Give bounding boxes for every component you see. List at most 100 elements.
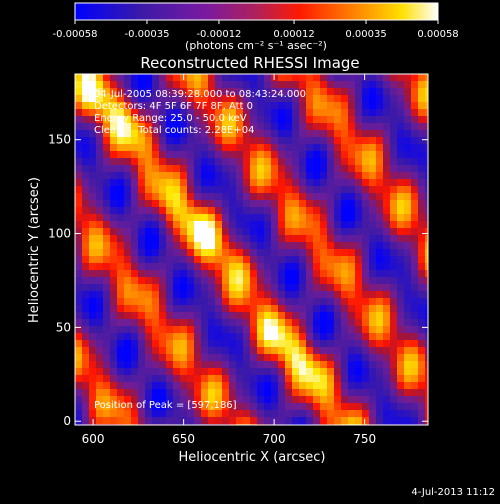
heatmap-cell — [152, 74, 160, 82]
heatmap-cell — [383, 347, 391, 355]
heatmap-cell — [271, 284, 279, 292]
heatmap-cell — [369, 340, 377, 348]
heatmap-cell — [271, 333, 279, 341]
heatmap-cell — [313, 319, 321, 327]
heatmap-cell — [404, 221, 412, 229]
heatmap-cell — [124, 193, 132, 201]
heatmap-cell — [194, 256, 202, 264]
heatmap-cell — [355, 249, 363, 257]
heatmap-cell — [257, 193, 265, 201]
heatmap-cell — [341, 74, 349, 82]
heatmap-cell — [243, 235, 251, 243]
heatmap-cell — [194, 74, 202, 82]
heatmap-cell — [278, 354, 286, 362]
heatmap-cell — [390, 312, 398, 320]
heatmap-cell — [369, 326, 377, 334]
heatmap-cell — [355, 228, 363, 236]
heatmap-cell — [334, 382, 342, 390]
heatmap-cell — [82, 354, 90, 362]
heatmap-cell — [236, 319, 244, 327]
heatmap-cell — [341, 312, 349, 320]
heatmap-cell — [411, 130, 419, 138]
heatmap-cell — [75, 277, 83, 285]
heatmap-cell — [313, 312, 321, 320]
heatmap-cell — [215, 389, 223, 397]
heatmap-cell — [390, 137, 398, 145]
heatmap-cell — [236, 116, 244, 124]
heatmap-cell — [334, 158, 342, 166]
heatmap-cell — [152, 116, 160, 124]
heatmap-cell — [313, 221, 321, 229]
heatmap-cell — [159, 263, 167, 271]
heatmap-cell — [376, 277, 384, 285]
heatmap-cell — [376, 95, 384, 103]
heatmap-cell — [376, 186, 384, 194]
heatmap-cell — [187, 228, 195, 236]
heatmap-cell — [89, 123, 97, 131]
heatmap-cell — [411, 312, 419, 320]
heatmap-cell — [194, 137, 202, 145]
heatmap-cell — [166, 361, 174, 369]
heatmap-cell — [236, 284, 244, 292]
heatmap-cell — [355, 88, 363, 96]
heatmap-cell — [306, 179, 314, 187]
heatmap-cell — [411, 102, 419, 110]
heatmap-cell — [215, 200, 223, 208]
heatmap-cell — [397, 193, 405, 201]
heatmap-cell — [264, 242, 272, 250]
heatmap-cell — [299, 403, 307, 411]
heatmap-cell — [131, 235, 139, 243]
heatmap-cell — [124, 319, 132, 327]
heatmap-cell — [117, 340, 125, 348]
heatmap-cell — [145, 389, 153, 397]
heatmap-cell — [383, 214, 391, 222]
heatmap-cell — [257, 277, 265, 285]
heatmap-cell — [390, 151, 398, 159]
heatmap-cell — [222, 179, 230, 187]
heatmap-cell — [278, 193, 286, 201]
heatmap-cell — [187, 123, 195, 131]
heatmap-cell — [201, 186, 209, 194]
heatmap-cell — [418, 193, 426, 201]
heatmap-cell — [236, 81, 244, 89]
heatmap-cell — [138, 375, 146, 383]
heatmap-cell — [306, 74, 314, 82]
heatmap-cell — [425, 396, 428, 404]
heatmap-cell — [89, 172, 97, 180]
heatmap-cell — [89, 249, 97, 257]
heatmap-cell — [425, 102, 428, 110]
heatmap-cell — [110, 312, 118, 320]
heatmap-cell — [418, 270, 426, 278]
heatmap-cell — [194, 263, 202, 271]
heatmap-cell — [103, 158, 111, 166]
heatmap-cell — [369, 102, 377, 110]
heatmap-cell — [327, 284, 335, 292]
heatmap-cell — [299, 354, 307, 362]
heatmap-cell — [208, 186, 216, 194]
heatmap-cell — [411, 396, 419, 404]
heatmap-cell — [369, 74, 377, 82]
heatmap-cell — [306, 375, 314, 383]
heatmap-cell — [124, 326, 132, 334]
heatmap-cell — [117, 158, 125, 166]
heatmap-cell — [138, 389, 146, 397]
heatmap-cell — [425, 144, 428, 152]
heatmap-cell — [208, 312, 216, 320]
heatmap-cell — [306, 291, 314, 299]
heatmap-cell — [264, 312, 272, 320]
heatmap-cell — [341, 81, 349, 89]
heatmap-cell — [285, 270, 293, 278]
heatmap-cell — [131, 347, 139, 355]
heatmap-cell — [390, 263, 398, 271]
heatmap-cell — [131, 410, 139, 418]
heatmap-cell — [320, 81, 328, 89]
heatmap-cell — [250, 389, 258, 397]
heatmap-cell — [362, 102, 370, 110]
heatmap-cell — [313, 74, 321, 82]
heatmap-cell — [243, 88, 251, 96]
heatmap-cell — [285, 403, 293, 411]
heatmap-cell — [425, 277, 428, 285]
heatmap-cell — [145, 186, 153, 194]
heatmap-cell — [159, 102, 167, 110]
heatmap-cell — [75, 368, 83, 376]
